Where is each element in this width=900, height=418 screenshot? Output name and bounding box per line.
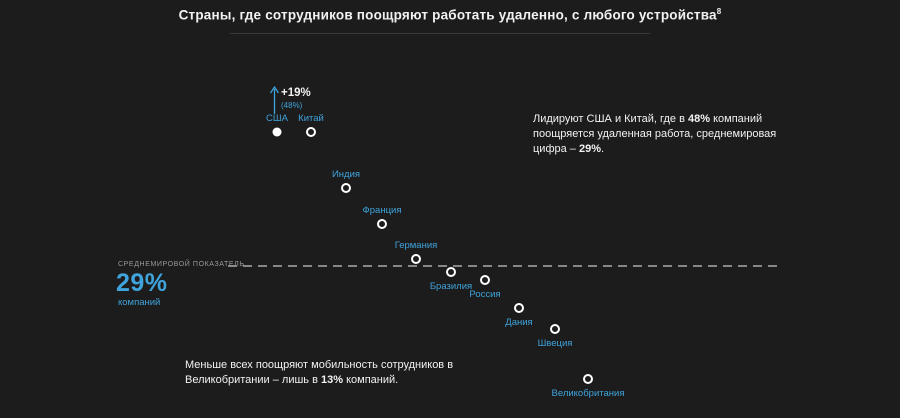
country-label-uk: Великобритания <box>551 388 625 399</box>
country-label-usa: США <box>266 113 288 124</box>
data-point-france <box>377 219 387 229</box>
data-point-denmark <box>514 303 524 313</box>
page-title: Страны, где сотрудников поощряют работат… <box>0 7 900 23</box>
data-point-uk <box>583 374 593 384</box>
country-label-denmark: Дания <box>505 317 533 328</box>
average-line-label: Среднемировой показатель <box>118 261 245 268</box>
data-point-china <box>306 127 316 137</box>
country-label-russia: Россия <box>469 289 501 300</box>
country-label-brazil: Бразилия <box>429 281 473 292</box>
data-point-sweden <box>550 324 560 334</box>
leaders-note: Лидируют США и Китай, где в 48% компаний… <box>533 113 777 155</box>
data-point-germany <box>411 254 421 264</box>
average-dashed-line <box>228 265 780 267</box>
country-label-germany: Германия <box>394 240 438 251</box>
growth-note-value: (48%) <box>281 101 303 110</box>
data-point-usa <box>272 127 282 137</box>
average-unit: компаний <box>118 297 161 308</box>
average-value: 29% <box>116 269 168 297</box>
growth-annotation: +19% (48%) <box>269 85 311 115</box>
country-label-sweden: Швеция <box>537 338 573 349</box>
title-divider <box>230 33 650 34</box>
country-label-india: Индия <box>331 169 361 180</box>
data-point-brazil <box>446 267 456 277</box>
uk-note: Меньше всех поощряют мобильность сотрудн… <box>185 359 454 386</box>
growth-delta-value: +19% <box>281 87 311 99</box>
country-label-france: Франция <box>362 205 402 216</box>
page-title-text: Страны, где сотрудников поощряют работат… <box>178 7 717 23</box>
page-title-footnote-marker: 8 <box>716 7 722 16</box>
arrow-up-icon <box>269 85 280 115</box>
data-point-india <box>341 183 351 193</box>
data-point-russia <box>480 275 490 285</box>
country-label-china: Китай <box>298 113 324 124</box>
